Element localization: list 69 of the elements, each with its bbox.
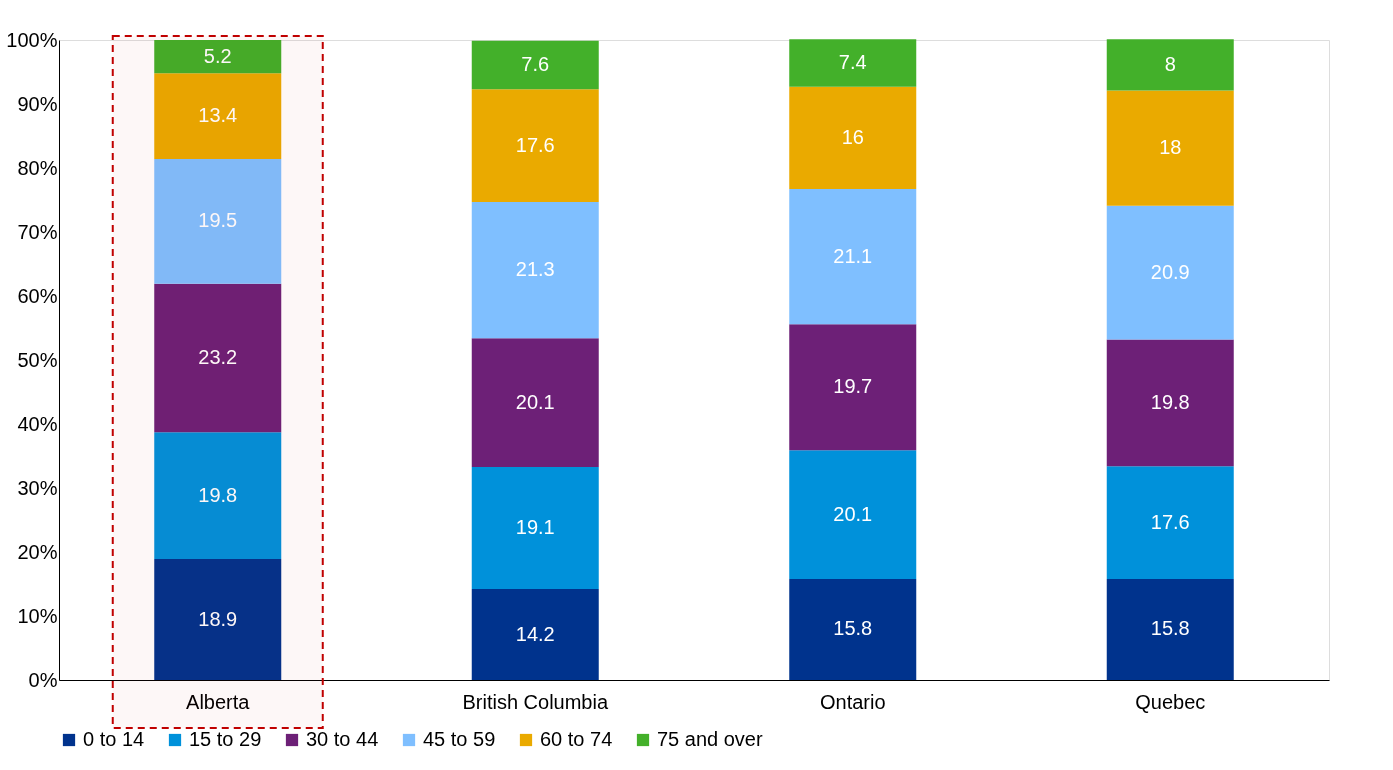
- data-label: 20.1: [515, 390, 555, 413]
- y-tick-label: 50%: [17, 348, 58, 371]
- data-label: 19.8: [1150, 390, 1190, 413]
- bar: [471, 201, 599, 339]
- data-label: 13.4: [198, 104, 238, 127]
- data-label: 17.6: [1150, 510, 1190, 533]
- legend-label: 60 to 74: [540, 728, 613, 750]
- data-label: 5.2: [203, 44, 232, 67]
- y-tick-label: 0%: [28, 668, 58, 691]
- y-tick-label: 10%: [17, 604, 58, 627]
- data-label: 19.5: [198, 209, 238, 232]
- y-tick-label: 30%: [17, 476, 58, 499]
- bar: [1106, 205, 1234, 340]
- legend-label: 75 and over: [657, 728, 763, 750]
- x-tick-label: British Columbia: [462, 690, 609, 713]
- y-tick-label: 100%: [6, 28, 58, 51]
- bar: [789, 450, 917, 579]
- bar: [154, 432, 282, 560]
- data-label: 18: [1159, 136, 1182, 159]
- data-label: 14.2: [515, 622, 555, 645]
- y-tick-label: 60%: [17, 284, 58, 307]
- data-label: 8: [1164, 52, 1176, 75]
- data-label: 15.8: [833, 617, 873, 640]
- x-tick-label: Quebec: [1135, 690, 1206, 713]
- y-tick-label: 80%: [17, 156, 58, 179]
- data-label: 7.4: [838, 51, 867, 74]
- legend-label: 0 to 14: [83, 728, 145, 750]
- bar: [789, 39, 917, 87]
- legend-label: 15 to 29: [189, 728, 262, 750]
- legend-label: 30 to 44: [306, 728, 379, 750]
- bar: [1106, 339, 1234, 467]
- bar: [789, 86, 917, 190]
- bar: [471, 89, 599, 202]
- bar: [471, 589, 599, 680]
- data-label: 21.1: [833, 244, 873, 267]
- data-label: 21.3: [515, 258, 555, 281]
- legend-label: 45 to 59: [423, 728, 496, 750]
- bar: [471, 466, 599, 590]
- data-label: 23.2: [198, 346, 238, 369]
- data-label: 19.8: [198, 483, 238, 506]
- y-tick-label: 20%: [17, 540, 58, 563]
- x-tick-label: Alberta: [186, 690, 251, 713]
- x-tick-label: Ontario: [819, 690, 886, 713]
- data-label: 7.6: [521, 52, 550, 75]
- y-tick-label: 70%: [17, 220, 58, 243]
- data-label: 19.7: [833, 375, 873, 398]
- data-label: 15.8: [1150, 617, 1190, 640]
- data-label: 20.1: [833, 502, 873, 525]
- y-tick-label: 90%: [17, 92, 58, 115]
- bar: [789, 324, 917, 451]
- bar: [789, 189, 917, 325]
- bar: [1106, 39, 1234, 91]
- data-label: 16: [841, 125, 864, 148]
- bar: [1106, 578, 1234, 680]
- bar: [154, 283, 282, 433]
- bar: [154, 559, 282, 680]
- data-label: 18.9: [198, 607, 238, 630]
- bar: [1106, 466, 1234, 579]
- bar: [154, 159, 282, 284]
- bar: [154, 73, 282, 160]
- bar: [154, 40, 282, 74]
- bar: [471, 338, 599, 467]
- data-label: 20.9: [1150, 260, 1190, 283]
- bar: [789, 578, 917, 680]
- bar: [471, 40, 599, 90]
- y-tick-label: 40%: [17, 412, 58, 435]
- data-label: 19.1: [515, 516, 555, 538]
- data-label: 17.6: [515, 133, 555, 156]
- bar: [1106, 90, 1234, 206]
